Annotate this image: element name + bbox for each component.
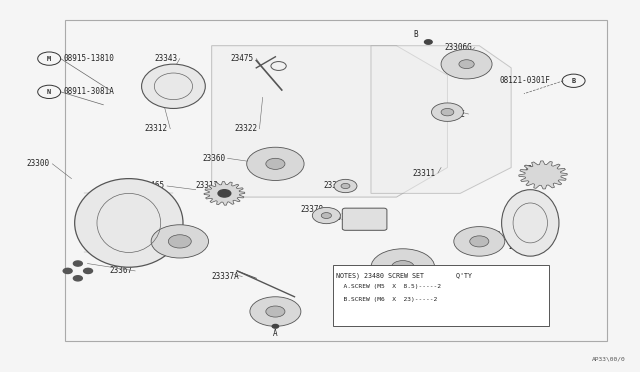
Polygon shape [519, 161, 567, 189]
Text: 08915-13810: 08915-13810 [63, 54, 114, 63]
Circle shape [312, 208, 340, 224]
Text: 23367: 23367 [109, 266, 133, 275]
Text: 23465: 23465 [141, 182, 164, 190]
Text: 23311: 23311 [412, 169, 436, 177]
Ellipse shape [141, 64, 205, 109]
Polygon shape [371, 46, 511, 193]
Text: AP33\00/0: AP33\00/0 [592, 356, 626, 361]
Circle shape [470, 236, 489, 247]
Text: 23306G: 23306G [444, 43, 472, 52]
Circle shape [74, 261, 83, 266]
Circle shape [250, 297, 301, 326]
Text: NOTES) 23480 SCREW SET        Q'TY: NOTES) 23480 SCREW SET Q'TY [336, 273, 472, 279]
Text: 23354: 23354 [259, 154, 283, 163]
Text: 23360: 23360 [202, 154, 225, 163]
Text: 23313: 23313 [196, 182, 219, 190]
FancyBboxPatch shape [333, 265, 549, 326]
Circle shape [266, 158, 285, 169]
Text: 23346: 23346 [170, 228, 193, 237]
Text: 08121-0301F: 08121-0301F [500, 76, 550, 85]
Circle shape [371, 249, 435, 286]
Ellipse shape [75, 179, 183, 267]
Text: 23312: 23312 [145, 124, 168, 133]
Text: N: N [47, 89, 51, 95]
FancyBboxPatch shape [342, 208, 387, 230]
Circle shape [218, 190, 231, 197]
Circle shape [454, 227, 505, 256]
Circle shape [74, 276, 83, 281]
Text: B.SCREW (M6  X  23)-----2: B.SCREW (M6 X 23)-----2 [336, 297, 437, 302]
Text: B: B [413, 30, 418, 39]
Text: 23318: 23318 [323, 182, 346, 190]
Circle shape [168, 235, 191, 248]
Text: 23311E: 23311E [438, 109, 466, 119]
Text: 23338M: 23338M [524, 165, 552, 174]
Ellipse shape [502, 190, 559, 256]
Circle shape [266, 306, 285, 317]
Circle shape [431, 103, 463, 121]
Circle shape [84, 268, 93, 273]
Circle shape [424, 40, 432, 44]
Circle shape [151, 225, 209, 258]
Text: 23343: 23343 [154, 54, 177, 63]
Text: 23475: 23475 [231, 54, 254, 63]
Text: 23319M: 23319M [473, 231, 500, 240]
Circle shape [459, 60, 474, 68]
Text: B: B [572, 78, 576, 84]
Text: 23310: 23310 [508, 243, 531, 251]
Circle shape [321, 212, 332, 218]
Circle shape [441, 49, 492, 79]
Text: 23337A: 23337A [212, 272, 239, 281]
Circle shape [63, 268, 72, 273]
Text: 23322: 23322 [234, 124, 257, 133]
Text: 23302: 23302 [378, 266, 401, 275]
Text: A: A [273, 329, 278, 338]
Circle shape [441, 109, 454, 116]
Text: 23378: 23378 [301, 205, 324, 215]
Polygon shape [204, 182, 245, 205]
Text: 23333: 23333 [333, 213, 356, 222]
Circle shape [246, 147, 304, 180]
Circle shape [341, 183, 350, 189]
Text: 08911-3081A: 08911-3081A [63, 87, 114, 96]
Text: M: M [47, 56, 51, 62]
Circle shape [272, 324, 278, 328]
Circle shape [334, 179, 357, 193]
Text: A.SCREW (M5  X  8.5)-----2: A.SCREW (M5 X 8.5)-----2 [336, 284, 441, 289]
Text: 23300: 23300 [27, 159, 50, 169]
Text: 23337: 23337 [256, 312, 280, 321]
Circle shape [392, 260, 414, 274]
Polygon shape [212, 46, 447, 197]
